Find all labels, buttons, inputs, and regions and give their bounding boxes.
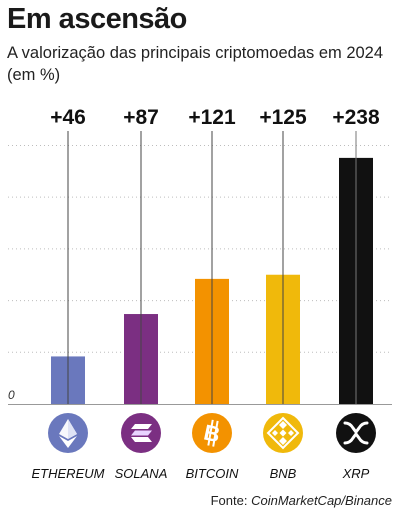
source-prefix: Fonte:: [210, 493, 248, 508]
bitcoin-icon: B: [192, 413, 232, 453]
value-label: +46: [50, 106, 86, 129]
chart-subtitle: A valorização das principais criptomoeda…: [7, 44, 384, 84]
value-label: +125: [259, 106, 307, 129]
value-label: +87: [123, 106, 159, 129]
source-note: Fonte: CoinMarketCap/Binance: [211, 493, 392, 508]
sol-stripe: [131, 437, 152, 442]
bnb-icon: [263, 413, 303, 453]
category-label: BNB: [270, 466, 297, 481]
eth-upper-shade: [68, 419, 77, 439]
source-name: CoinMarketCap/Binance: [251, 493, 392, 508]
xrp-icon: [336, 413, 376, 453]
chart-title: Em ascensão: [7, 3, 187, 35]
eth-lower: [59, 436, 77, 448]
xrp-glyph: [343, 421, 369, 445]
category-label: XRP: [342, 466, 370, 481]
btc-bar: [207, 419, 214, 446]
sol-stripe: [131, 430, 152, 436]
bar-chart: 0 +46 ETHEREUM +87 SOLANA +121 BITCOIN B +125 BNB…: [8, 106, 392, 481]
value-label: +121: [188, 106, 236, 129]
sol-stripe: [131, 424, 152, 429]
category-label: ETHEREUM: [32, 466, 105, 481]
solana-icon: [121, 413, 161, 453]
category-label: SOLANA: [115, 466, 168, 481]
zero-tick-label: 0: [8, 388, 15, 402]
value-label: +238: [332, 106, 380, 129]
icon-circle: [192, 413, 232, 453]
bnb-outline: [266, 416, 300, 450]
bnb-shape: [272, 421, 294, 445]
ethereum-icon: [48, 413, 88, 453]
category-label: BITCOIN: [186, 466, 239, 481]
btc-bar: [212, 420, 219, 447]
